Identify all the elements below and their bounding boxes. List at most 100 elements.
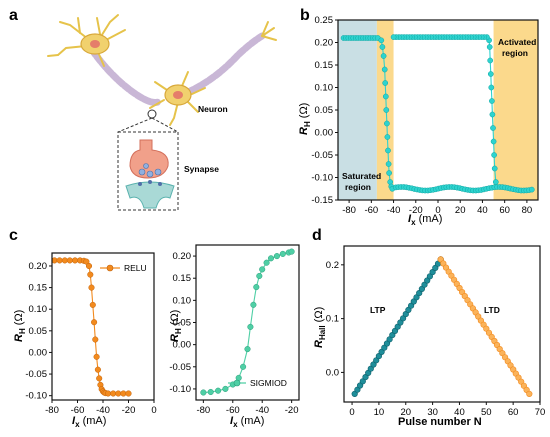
x-tick-label: 70 — [535, 407, 546, 418]
sweep-down-point — [385, 147, 391, 154]
plot-frame-relu — [51, 252, 155, 401]
y-axis-label-d: RHall (Ω) — [313, 307, 327, 348]
sigmoid-point — [279, 250, 286, 257]
relu-point — [85, 262, 93, 270]
y-tick-label: 0.1 — [326, 314, 339, 325]
x-axis-label-d: Pulse number N — [398, 416, 482, 428]
sweep-down-point — [382, 93, 389, 100]
sigmoid-point — [244, 346, 251, 353]
sweep-up-point — [488, 84, 495, 91]
y-tick-label: -0.15 — [311, 195, 333, 206]
sweep-up-point — [492, 179, 499, 185]
x-tick-label: 30 — [427, 407, 438, 418]
sigmoid-point — [207, 388, 214, 396]
x-axis-label: Ix (mA) — [408, 213, 442, 227]
hysteresis-curve — [340, 34, 535, 194]
sigmoid-point — [200, 389, 207, 396]
x-tick-label: 0 — [349, 407, 354, 418]
relu-point — [92, 336, 99, 343]
relu-curve — [51, 257, 132, 397]
y-tick-label: -0.05 — [169, 362, 191, 373]
x-tick-label: 50 — [481, 407, 492, 418]
ltd-label: LTD — [484, 305, 500, 315]
relu-point — [88, 284, 95, 291]
y-tick-label: 0.20 — [315, 38, 334, 49]
relu-point — [91, 319, 98, 326]
sigmoid-point — [273, 253, 280, 260]
panel-b-letter: b — [300, 7, 310, 24]
sweep-down-point — [386, 170, 392, 176]
sigmoid-point — [288, 248, 295, 255]
y-tick-label: 0.2 — [326, 260, 339, 271]
ltp-ltd-curve — [351, 256, 533, 398]
relu-point — [83, 258, 90, 265]
x-tick-label: -20 — [409, 205, 423, 216]
x-axis-label-sigmoid: Ix (mA) — [230, 415, 264, 429]
x-tick-label: -80 — [342, 205, 356, 216]
relu-point — [87, 271, 94, 278]
sigmoid-point — [267, 255, 275, 262]
relu-point — [93, 353, 100, 360]
neuron-label: Neuron — [198, 104, 228, 114]
sweep-down-point — [382, 80, 389, 86]
sweep-up-point — [487, 57, 494, 64]
x-tick-label: 60 — [499, 205, 510, 216]
axis-ticks-d: 0 10 20 30 40 50 60 70 0.0 0.1 0.2 — [326, 260, 546, 418]
plot-frame-sigmoid — [195, 244, 300, 401]
sweep-down-point — [384, 134, 391, 140]
relu-point — [66, 257, 73, 264]
legend-sigmoid-label: SIGMIOD — [250, 378, 287, 388]
plot-frame-d — [343, 245, 541, 403]
panel-b: b -80 -60 -40 -20 0 20 40 60 80 -0.15 -0.10 -0.05 0.… — [298, 7, 539, 227]
y-tick-label: 0.10 — [315, 83, 334, 94]
sigmoid-point — [263, 259, 270, 266]
sweep-down-point — [378, 37, 385, 44]
legend-relu-label: RELU — [124, 263, 147, 273]
sweep-up-point — [486, 44, 493, 50]
x-tick-label: -80 — [196, 405, 210, 416]
saturated-label: Saturated — [342, 171, 381, 181]
y-tick-label: 0.15 — [173, 273, 192, 284]
x-tick-label: 60 — [508, 407, 519, 418]
relu-point — [56, 257, 63, 264]
y-tick-label: 0.0 — [326, 367, 339, 378]
x-tick-label: 10 — [374, 407, 385, 418]
y-axis-label: RH (Ω) — [298, 103, 312, 135]
y-tick-label: 0.05 — [173, 318, 192, 329]
sweep-up-point — [490, 138, 497, 145]
x-tick-label: -60 — [364, 205, 378, 216]
sigmoid-curve — [200, 248, 295, 396]
y-tick-label: 0.15 — [315, 60, 334, 71]
sigmoid-point — [253, 284, 260, 291]
sigmoid-line — [203, 251, 292, 394]
sweep-down-point — [380, 53, 387, 59]
x-tick-label: -40 — [387, 205, 401, 216]
y-tick-label: 0.25 — [315, 15, 334, 26]
y-tick-label: 0.10 — [173, 295, 192, 306]
x-tick-label: -80 — [45, 405, 59, 416]
y-tick-label: -0.05 — [25, 369, 47, 380]
neuron-illustration — [47, 14, 277, 126]
synapse-label: Synapse — [184, 164, 219, 174]
y-tick-label: 0.20 — [29, 261, 48, 272]
y-tick-label: -0.10 — [25, 391, 47, 402]
panel-c-letter: c — [9, 227, 18, 244]
relu-point — [115, 390, 122, 397]
relu-point — [105, 390, 112, 397]
y-tick-label: 0.00 — [315, 128, 334, 139]
y-tick-label: -0.10 — [311, 173, 333, 184]
relu-point — [110, 390, 117, 397]
relu-line — [54, 259, 129, 395]
sigmoid-point — [247, 323, 254, 330]
x-tick-label: 0 — [151, 405, 156, 416]
legend-relu: RELU — [100, 263, 147, 273]
y-axis-label-sigmoid: RH (Ω) — [169, 310, 183, 342]
sweep-up-point — [491, 152, 497, 158]
relu-point — [96, 375, 103, 382]
axis-ticks-sigmoid: -80 -60 -40 -20 -0.10 -0.05 0.00 0.05 0.10 0.15 0.… — [169, 251, 298, 416]
x-tick-label: 40 — [477, 205, 488, 216]
panel-d: d 0 10 20 30 40 50 60 70 0.0 0.1 0.2 LTP LTD Pulse… — [312, 227, 545, 428]
relu-point — [125, 390, 132, 397]
panel-a: a — [9, 7, 277, 211]
